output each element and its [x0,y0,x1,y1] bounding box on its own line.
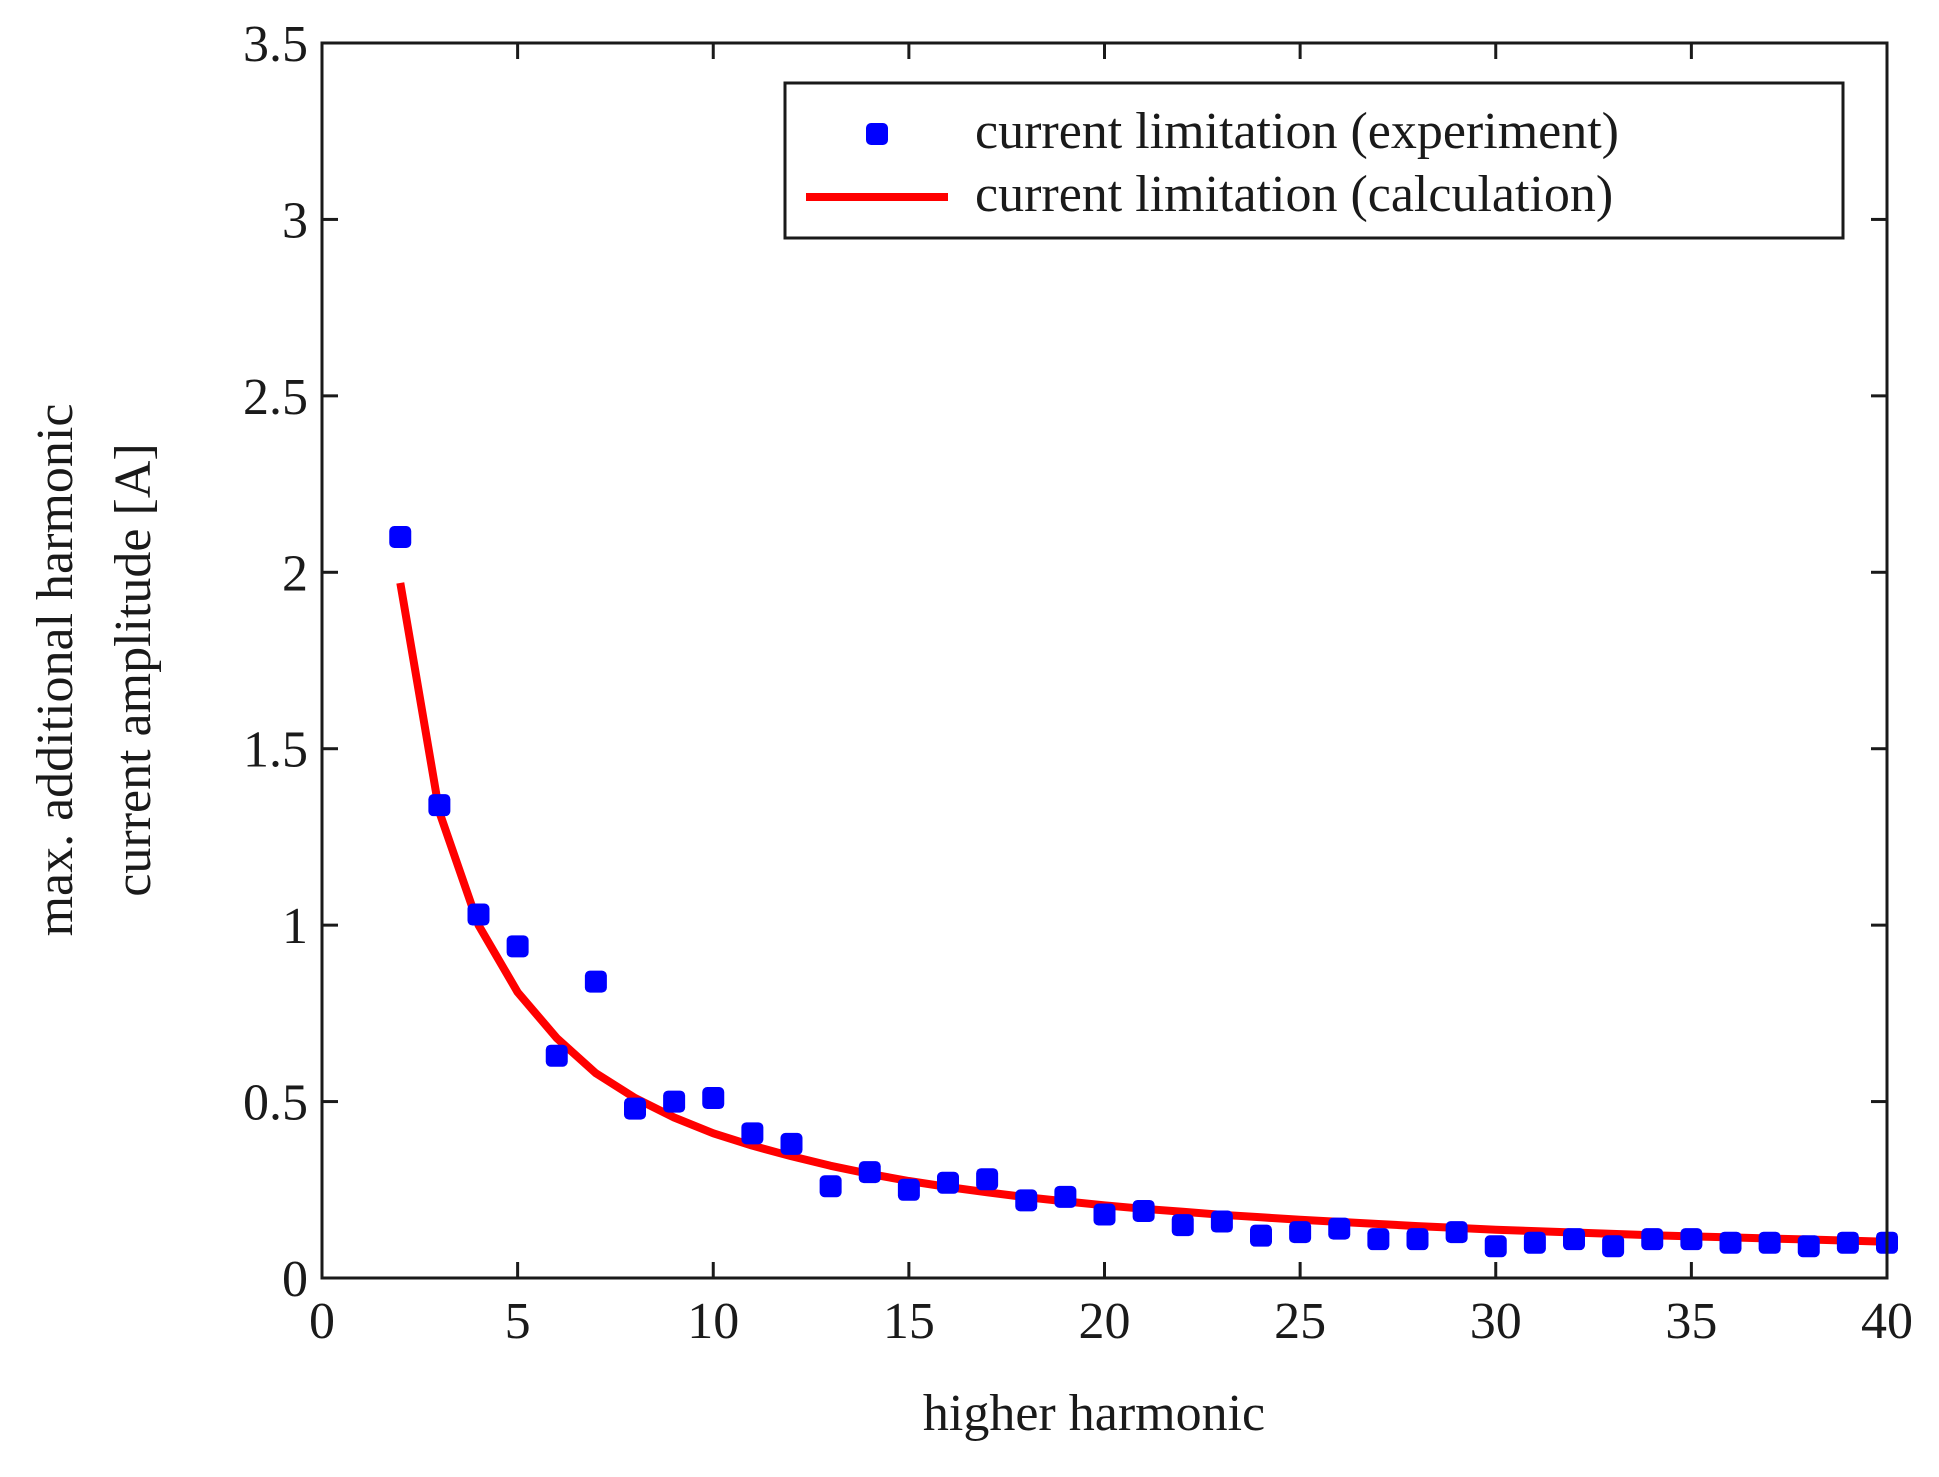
y-tick-label: 3.5 [243,16,308,73]
x-tick-label: 25 [1274,1293,1326,1350]
experiment-point [389,526,412,548]
experiment-point [1445,1221,1468,1244]
experiment-point [1210,1210,1233,1233]
experiment-point [819,1175,842,1198]
plot-area [322,43,1887,1278]
experiment-point [741,1122,764,1145]
experiment-point [1523,1231,1546,1254]
experiment-point [506,935,529,958]
experiment-point [663,1090,686,1113]
legend-label-experiment: current limitation (experiment) [975,103,1619,160]
experiment-point [1132,1199,1155,1222]
y-tick-label: 2 [282,545,308,602]
experiment-point [976,1168,999,1191]
legend: current limitation (experiment) current … [783,81,1845,240]
experiment-point [780,1132,803,1155]
x-tick-label: 40 [1861,1293,1913,1350]
y-axis-label-line-1-group: max. additional harmonic [27,404,84,937]
experiment-point [702,1087,725,1110]
legend-box [783,81,1845,240]
x-tick-label: 5 [505,1293,531,1350]
experiment-point [1093,1203,1116,1226]
experiment-point [545,1044,568,1067]
experiment-point [897,1178,920,1201]
y-tick-label: 0.5 [243,1075,308,1132]
experiment-point [1797,1235,1820,1258]
experiment-point [428,794,451,817]
y-tick-label: 0 [282,1251,308,1308]
experiment-point [624,1097,646,1120]
x-tick-label: 0 [309,1293,335,1350]
experiment-point [1836,1231,1859,1254]
experiment-point [1367,1228,1390,1251]
experiment-point [467,903,490,926]
experiment-point [1289,1221,1312,1244]
x-tick-label: 15 [883,1293,935,1350]
experiment-point [1680,1228,1703,1251]
legend-label-calculation: current limitation (calculation) [975,166,1613,223]
y-tick-label: 1.5 [243,722,308,779]
experiment-point [1015,1189,1038,1212]
axes: 0 5 10 15 20 25 30 35 40 0 0.5 1 1.5 2 2.5 3 3.5 [243,16,1913,1350]
legend-marker-experiment [866,123,888,145]
plot-background [322,43,1887,1278]
experiment-point [1328,1217,1351,1240]
x-tick-label: 20 [1079,1293,1131,1350]
experiment-point [1641,1228,1664,1251]
y-tick-label: 2.5 [243,369,308,426]
experiment-point [1250,1224,1272,1247]
experiment-point [937,1171,959,1194]
x-tick-label: 35 [1665,1293,1717,1350]
experiment-point [1406,1228,1429,1251]
experiment-point [1484,1235,1507,1258]
y-axis-label-line-2-group: current amplitude [A] [105,443,162,896]
x-axis-label: higher harmonic [923,1385,1265,1442]
experiment-point [584,970,607,993]
y-axis-label-line-1: max. additional harmonic [27,404,84,937]
experiment-point [1719,1231,1742,1254]
y-tick-label: 1 [282,898,308,955]
y-axis-label-line-2: current amplitude [A] [105,443,162,896]
experiment-point [1054,1185,1077,1208]
data-marks [389,526,1898,1258]
experiment-point [1758,1231,1781,1254]
x-tick-label: 10 [687,1293,739,1350]
experiment-point [1563,1228,1585,1251]
x-tick-label: 30 [1470,1293,1522,1350]
experiment-point [1602,1235,1625,1258]
experiment-point [858,1161,881,1184]
y-tick-label: 3 [282,192,308,249]
experiment-point [1171,1214,1194,1237]
